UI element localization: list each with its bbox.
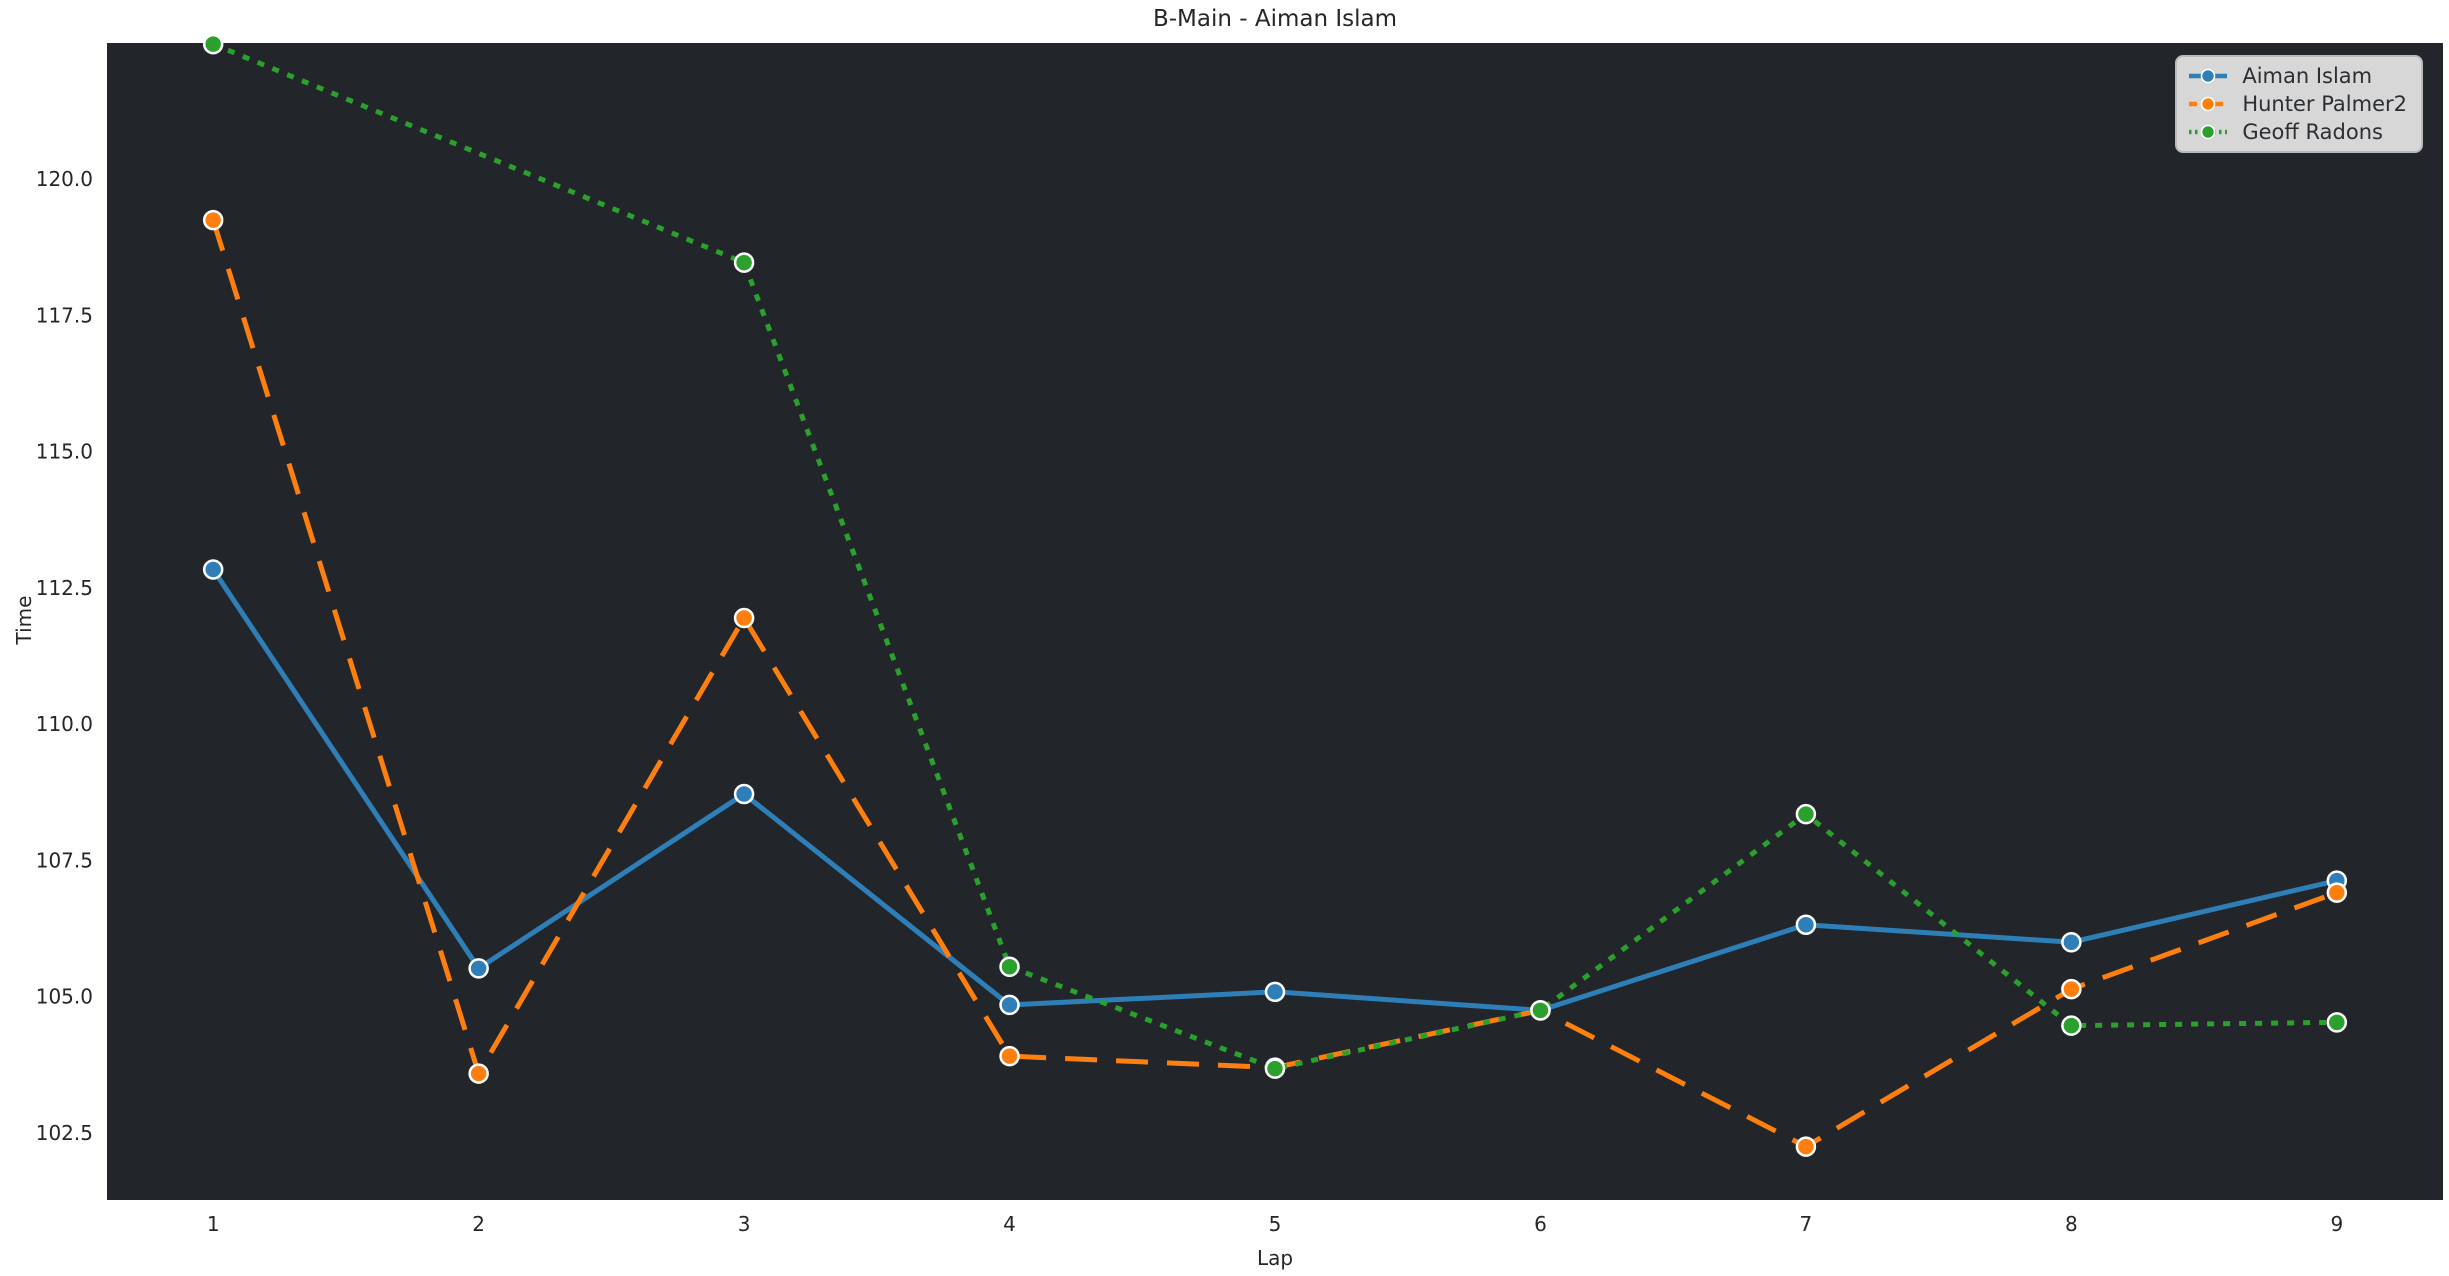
legend-item-aiman-islam: Aiman Islam [2187, 64, 2407, 88]
svg-text:2: 2 [472, 1212, 485, 1236]
svg-text:107.5: 107.5 [36, 848, 93, 872]
svg-text:105.0: 105.0 [36, 985, 93, 1009]
data-point [2326, 882, 2348, 903]
data-point [2326, 1012, 2348, 1033]
svg-text:1: 1 [207, 1212, 220, 1236]
data-point [999, 956, 1020, 977]
chart-title: B-Main - Aiman Islam [1152, 6, 1398, 32]
svg-text:115.0: 115.0 [36, 440, 93, 464]
y-axis-label: Time [12, 595, 36, 645]
x-axis-label: Lap [1256, 1246, 1294, 1270]
svg-text:102.5: 102.5 [36, 1121, 93, 1145]
series-aiman-islam [202, 559, 2348, 1021]
data-point [1795, 803, 1817, 825]
data-point [468, 1063, 489, 1084]
series-geoff-radons [202, 33, 2348, 1079]
data-point [999, 994, 1020, 1016]
data-point [1264, 981, 1286, 1003]
legend: Aiman Islam Hunter Palmer2 Geoff Radons [2175, 55, 2423, 153]
data-point [733, 252, 755, 273]
plot-area [107, 43, 2443, 1200]
svg-text:5: 5 [1269, 1212, 1282, 1236]
svg-text:110.0: 110.0 [36, 712, 93, 736]
data-point [2061, 931, 2082, 953]
svg-text:117.5: 117.5 [36, 303, 93, 327]
data-point [1264, 1058, 1286, 1079]
svg-text:9: 9 [2330, 1212, 2343, 1236]
x-tick-labels: 1 2 3 4 5 6 7 8 9 [207, 1212, 2343, 1236]
legend-label: Hunter Palmer2 [2242, 92, 2407, 116]
legend-item-hunter-palmer2: Hunter Palmer2 [2187, 92, 2407, 116]
svg-text:112.5: 112.5 [36, 576, 93, 600]
data-point [2061, 1015, 2082, 1036]
data-point [1795, 914, 1817, 936]
data-point [1795, 1136, 1817, 1157]
data-point [468, 958, 489, 979]
data-point [2061, 978, 2082, 1000]
svg-text:3: 3 [738, 1212, 751, 1236]
data-point [999, 1045, 1020, 1067]
legend-line-sample-dashed [2189, 96, 2228, 112]
data-point [202, 209, 224, 231]
data-point [1530, 1000, 1551, 1021]
legend-item-geoff-radons: Geoff Radons [2187, 120, 2407, 144]
legend-label: Geoff Radons [2242, 120, 2383, 144]
y-tick-labels: 102.5 105.0 107.5 110.0 112.5 115.0 117.5 120.0 [36, 167, 93, 1145]
svg-text:4: 4 [1003, 1212, 1016, 1236]
svg-text:120.0: 120.0 [36, 167, 93, 191]
legend-line-sample-dotted [2189, 124, 2228, 140]
svg-text:8: 8 [2065, 1212, 2078, 1236]
data-point [202, 559, 224, 580]
legend-line-sample-solid [2189, 68, 2228, 84]
data-point [202, 33, 224, 55]
data-point [733, 607, 755, 629]
svg-text:6: 6 [1534, 1212, 1547, 1236]
legend-label: Aiman Islam [2242, 64, 2373, 88]
data-point [733, 783, 755, 805]
svg-text:7: 7 [1800, 1212, 1813, 1236]
